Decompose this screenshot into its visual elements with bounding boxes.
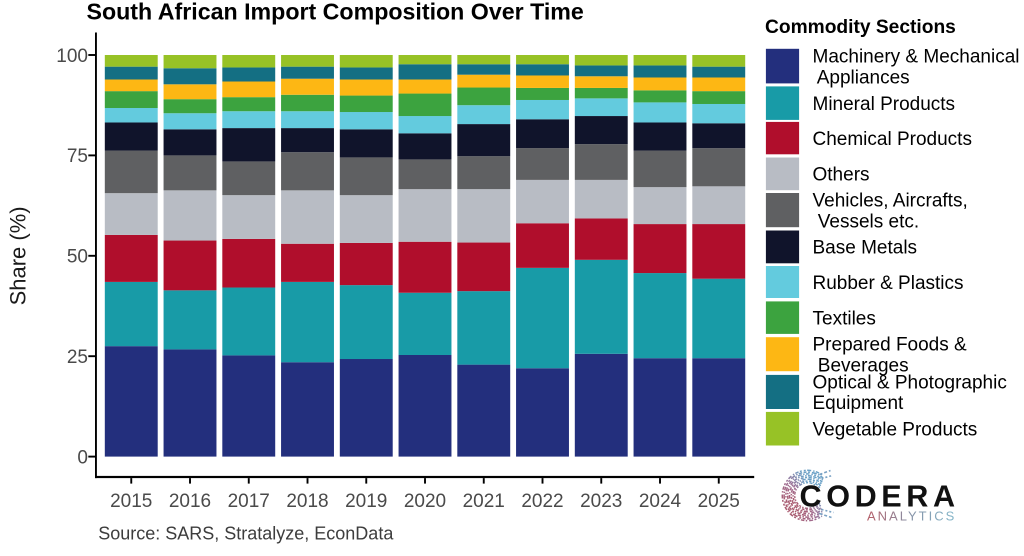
svg-text:75: 75 — [67, 146, 88, 167]
svg-text:2023: 2023 — [580, 491, 622, 512]
svg-text:2016: 2016 — [169, 491, 211, 512]
svg-text:CODERA: CODERA — [800, 479, 960, 513]
svg-text:100: 100 — [56, 46, 88, 67]
svg-text:Share (%): Share (%) — [6, 206, 31, 305]
svg-text:Chemical Products: Chemical Products — [813, 129, 972, 150]
svg-text:50: 50 — [67, 247, 88, 268]
svg-text:Vehicles, Aircrafts, Vessels e: Vehicles, Aircrafts, Vessels etc. — [813, 191, 968, 233]
svg-text:Prepared Foods & Beverages: Prepared Foods & Beverages — [813, 335, 968, 377]
svg-text:2025: 2025 — [698, 491, 740, 512]
svg-text:2015: 2015 — [110, 491, 152, 512]
svg-text:Textiles: Textiles — [813, 308, 876, 329]
svg-text:2020: 2020 — [404, 491, 446, 512]
svg-text:2022: 2022 — [521, 491, 563, 512]
svg-text:Others: Others — [813, 165, 870, 186]
svg-text:2017: 2017 — [228, 491, 270, 512]
svg-text:Base Metals: Base Metals — [813, 238, 918, 259]
svg-text:Mineral Products: Mineral Products — [813, 94, 956, 115]
svg-text:Commodity Sections: Commodity Sections — [765, 17, 956, 38]
svg-text:ANALYTICS: ANALYTICS — [867, 509, 956, 524]
svg-text:Vegetable Products: Vegetable Products — [813, 420, 978, 441]
svg-text:2024: 2024 — [639, 491, 682, 512]
svg-text:0: 0 — [77, 447, 88, 468]
svg-text:2021: 2021 — [463, 491, 505, 512]
svg-text:2018: 2018 — [286, 491, 328, 512]
svg-text:2019: 2019 — [345, 491, 387, 512]
svg-text:Rubber & Plastics: Rubber & Plastics — [813, 273, 964, 294]
svg-text:South African Import Compositi: South African Import Composition Over Ti… — [87, 0, 584, 25]
svg-text:25: 25 — [67, 347, 88, 368]
svg-text:Source: SARS, Stratalyze, Econ: Source: SARS, Stratalyze, EconData — [98, 524, 394, 544]
